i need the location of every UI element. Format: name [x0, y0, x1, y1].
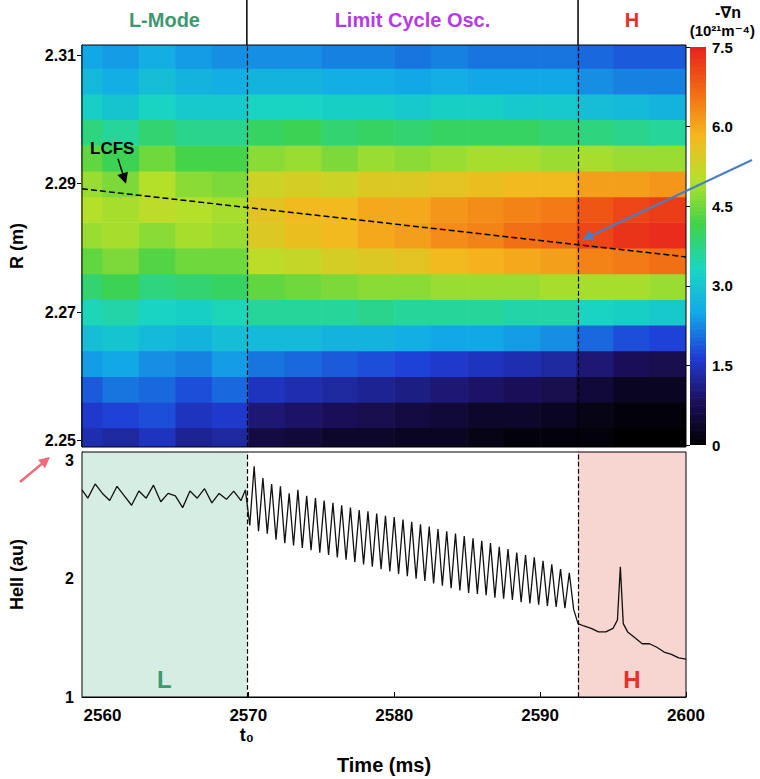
svg-text:4.5: 4.5	[712, 198, 733, 215]
svg-text:2600: 2600	[667, 706, 705, 725]
svg-text:7.5: 7.5	[712, 39, 733, 56]
svg-text:2590: 2590	[521, 706, 559, 725]
svg-text:0: 0	[712, 437, 720, 454]
svg-text:H: H	[625, 9, 639, 31]
svg-text:3: 3	[65, 452, 74, 469]
svg-text:2.31: 2.31	[45, 47, 76, 64]
svg-text:2: 2	[65, 570, 74, 587]
svg-text:1: 1	[65, 689, 74, 706]
svg-text:6.0: 6.0	[712, 118, 733, 135]
svg-text:(10²¹m⁻⁴): (10²¹m⁻⁴)	[690, 22, 755, 39]
svg-text:LCFS: LCFS	[90, 139, 134, 158]
svg-text:1.5: 1.5	[712, 357, 733, 374]
svg-text:Time (ms): Time (ms)	[337, 754, 431, 776]
svg-text:L-Mode: L-Mode	[129, 9, 200, 31]
svg-text:-∇n: -∇n	[715, 4, 741, 21]
svg-text:2580: 2580	[375, 706, 413, 725]
svg-text:2560: 2560	[84, 706, 122, 725]
svg-text:H: H	[623, 666, 640, 693]
svg-text:Limit Cycle Osc.: Limit Cycle Osc.	[335, 9, 491, 31]
svg-text:3.0: 3.0	[712, 277, 733, 294]
svg-text:2.29: 2.29	[45, 175, 76, 192]
svg-text:HeII (au): HeII (au)	[7, 539, 27, 610]
svg-text:2.25: 2.25	[45, 432, 76, 449]
svg-text:t₀: t₀	[240, 725, 254, 745]
svg-text:L: L	[157, 666, 172, 693]
svg-text:2570: 2570	[229, 706, 267, 725]
svg-text:R (m): R (m)	[7, 223, 27, 269]
svg-text:2.27: 2.27	[45, 304, 76, 321]
